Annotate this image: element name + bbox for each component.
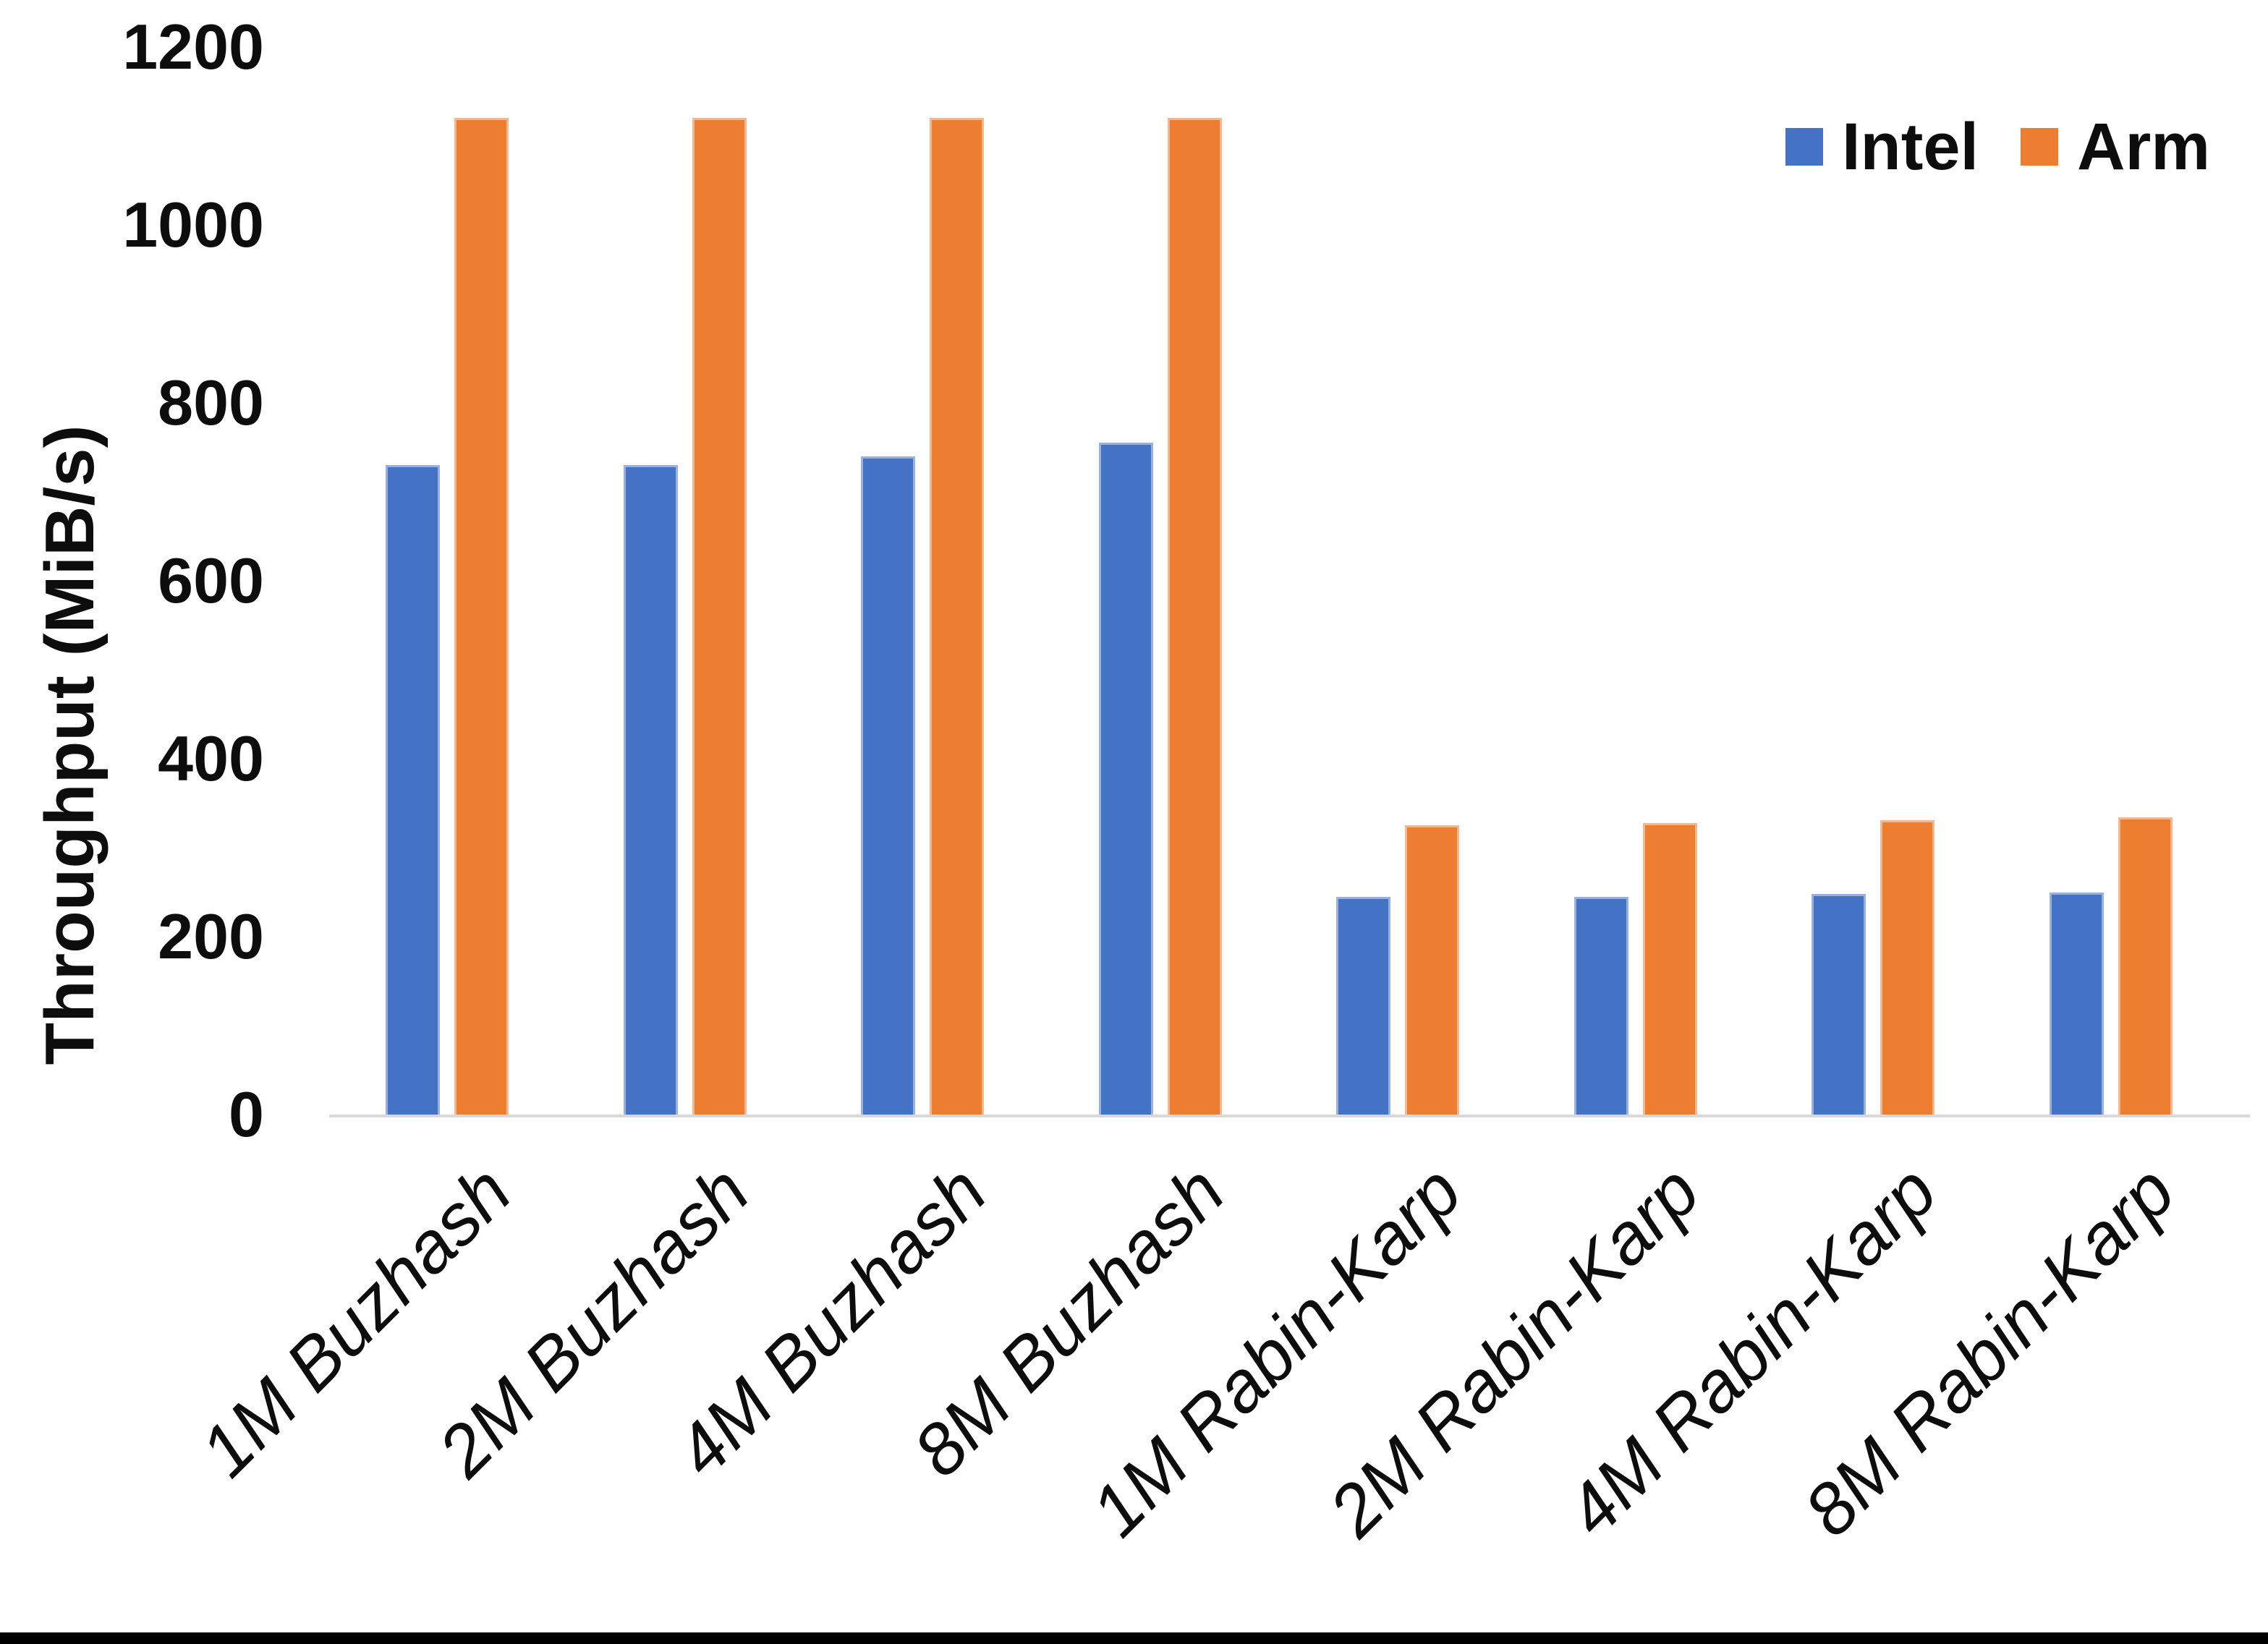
legend-item-arm: Arm (2021, 114, 2210, 180)
legend-swatch-intel (1785, 128, 1823, 166)
y-tick-label: 1200 (122, 11, 264, 82)
bar-arm-8 (2118, 817, 2173, 1115)
y-tick-label: 600 (158, 545, 264, 616)
legend-label-arm: Arm (2077, 110, 2211, 184)
y-tick-label: 800 (158, 367, 264, 438)
bar-arm-2 (692, 118, 747, 1115)
bar-arm-3 (930, 118, 984, 1115)
bar-arm-4 (1167, 118, 1222, 1115)
bar-intel-6 (1573, 896, 1628, 1115)
bar-intel-4 (1098, 443, 1153, 1115)
bar-intel-2 (623, 465, 678, 1115)
legend-label-intel: Intel (1842, 110, 1979, 184)
bottom-border (0, 1632, 2268, 1644)
y-tick-label: 400 (158, 723, 264, 794)
bar-intel-1 (386, 465, 440, 1115)
y-tick-label: 0 (229, 1078, 264, 1150)
x-axis-baseline (329, 1115, 2250, 1117)
bar-arm-5 (1405, 825, 1459, 1115)
bar-arm-1 (454, 118, 509, 1115)
bar-intel-3 (861, 456, 915, 1115)
bar-intel-8 (2049, 892, 2104, 1115)
bar-intel-7 (1812, 893, 1866, 1115)
bar-arm-7 (1880, 819, 1934, 1115)
y-tick-label: 200 (158, 900, 264, 972)
y-tick-label: 1000 (122, 189, 264, 260)
legend-swatch-arm (2021, 128, 2058, 166)
legend-item-intel: Intel (1785, 114, 1979, 180)
bar-arm-6 (1642, 822, 1697, 1115)
bar-intel-5 (1336, 896, 1390, 1115)
